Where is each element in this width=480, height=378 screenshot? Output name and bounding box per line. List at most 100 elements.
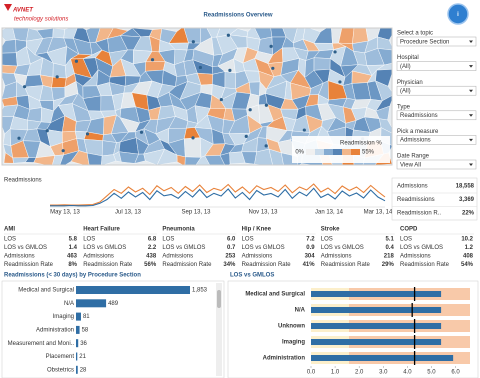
map-region[interactable] — [184, 156, 202, 169]
map-region[interactable] — [268, 148, 284, 168]
map-region[interactable] — [313, 57, 331, 71]
map-region[interactable] — [52, 28, 65, 39]
x-tick-label: 6.0 — [451, 370, 460, 376]
map-marker[interactable] — [150, 58, 155, 62]
map-marker[interactable] — [248, 108, 252, 112]
map-region[interactable] — [204, 155, 226, 167]
map-marker[interactable] — [17, 136, 21, 140]
bar[interactable] — [76, 339, 79, 348]
map-marker[interactable] — [191, 40, 195, 44]
info-button[interactable] — [447, 3, 469, 25]
bar[interactable] — [76, 325, 80, 334]
map-region[interactable] — [33, 155, 56, 167]
map-region[interactable] — [86, 152, 103, 167]
map-marker[interactable] — [271, 66, 275, 70]
map-marker[interactable] — [198, 65, 202, 70]
map-region[interactable] — [352, 27, 369, 44]
map-marker[interactable] — [302, 128, 306, 132]
bar[interactable] — [76, 299, 107, 308]
map-region[interactable] — [70, 150, 90, 167]
category-label: Placement — [46, 354, 75, 360]
map-region[interactable] — [375, 63, 394, 71]
map-region[interactable] — [375, 80, 393, 102]
map-region[interactable] — [224, 71, 236, 90]
map-marker[interactable] — [228, 68, 232, 72]
bar[interactable] — [76, 312, 81, 321]
category-label: Administration — [263, 356, 306, 362]
map-region[interactable] — [51, 76, 67, 88]
category-label: Imaging — [282, 340, 305, 346]
filter-dropdown[interactable] — [396, 61, 477, 71]
bar[interactable] — [311, 307, 442, 313]
filter-dropdown[interactable] — [396, 135, 477, 145]
map-marker[interactable] — [191, 136, 195, 140]
map-marker[interactable] — [264, 103, 268, 107]
filter-dropdown[interactable] — [396, 159, 477, 170]
card-value: 6.8 — [148, 237, 157, 243]
dropdown-arrow — [469, 89, 473, 93]
map-region[interactable] — [145, 61, 166, 72]
filter-dropdown[interactable] — [396, 110, 477, 121]
map-region[interactable] — [377, 36, 394, 51]
card-value: 408 — [463, 254, 474, 260]
map-region[interactable] — [24, 74, 44, 88]
category-label: Obstetrics — [47, 367, 74, 373]
card-label: Readmission Rate — [83, 262, 133, 268]
bar[interactable] — [311, 339, 442, 345]
map-marker[interactable] — [61, 149, 65, 153]
map-marker[interactable] — [22, 85, 27, 89]
bar[interactable] — [311, 291, 442, 297]
filter-dropdown[interactable] — [396, 36, 477, 47]
value-label: 58 — [82, 327, 89, 333]
map-legend-swatch — [342, 149, 351, 155]
map-region[interactable] — [377, 48, 394, 66]
x-tick-label: Jul 13, 13 — [115, 210, 142, 216]
bar[interactable] — [76, 365, 78, 374]
value-label: 21 — [79, 354, 86, 360]
card-label: Readmission Rate — [4, 262, 54, 268]
map-region[interactable] — [183, 137, 202, 158]
scrollbar[interactable] — [216, 283, 222, 376]
map[interactable]: Readmission % 0% 55% — [0, 24, 396, 169]
card-value: 463 — [67, 254, 78, 260]
map-marker[interactable] — [219, 97, 223, 102]
map-marker[interactable] — [139, 130, 144, 134]
card-label: LOS — [83, 237, 95, 243]
map-marker[interactable] — [333, 50, 337, 54]
bar[interactable] — [311, 323, 442, 329]
summary-box — [391, 177, 478, 221]
map-marker[interactable] — [45, 129, 49, 133]
trend-line — [50, 183, 386, 206]
map-region[interactable] — [379, 118, 396, 136]
map-region[interactable] — [143, 148, 165, 165]
map-region[interactable] — [254, 148, 273, 166]
bar[interactable] — [76, 286, 190, 294]
map-marker[interactable] — [269, 44, 273, 48]
bar[interactable] — [311, 355, 454, 361]
bar[interactable] — [76, 352, 78, 361]
map-region[interactable] — [27, 107, 42, 123]
map-marker[interactable] — [55, 75, 59, 79]
map-region[interactable] — [193, 155, 211, 169]
map-region[interactable] — [0, 52, 18, 67]
map-marker[interactable] — [244, 134, 248, 138]
card-label: Admissions — [321, 254, 352, 260]
map-region[interactable] — [176, 154, 186, 166]
card-label: LOS vs GMLOS — [162, 245, 205, 251]
dropdown-arrow — [469, 163, 473, 166]
map-marker[interactable] — [74, 59, 79, 63]
scrollbar-thumb[interactable] — [217, 290, 221, 308]
card-value: 218 — [384, 254, 395, 260]
map-marker[interactable] — [264, 144, 268, 148]
card-value: 1.2 — [465, 245, 474, 251]
filter-value: (All) — [400, 64, 411, 70]
map-marker[interactable] — [85, 132, 90, 136]
summary-value: 3,369 — [459, 197, 475, 203]
filter-value: Procedure Section — [400, 39, 449, 45]
dropdown-arrow — [469, 138, 473, 142]
card-label: Readmission Rate — [400, 262, 450, 268]
map-marker[interactable] — [338, 80, 342, 84]
trend-line — [50, 187, 386, 207]
map-marker[interactable] — [226, 33, 230, 37]
filter-dropdown[interactable] — [396, 85, 477, 96]
